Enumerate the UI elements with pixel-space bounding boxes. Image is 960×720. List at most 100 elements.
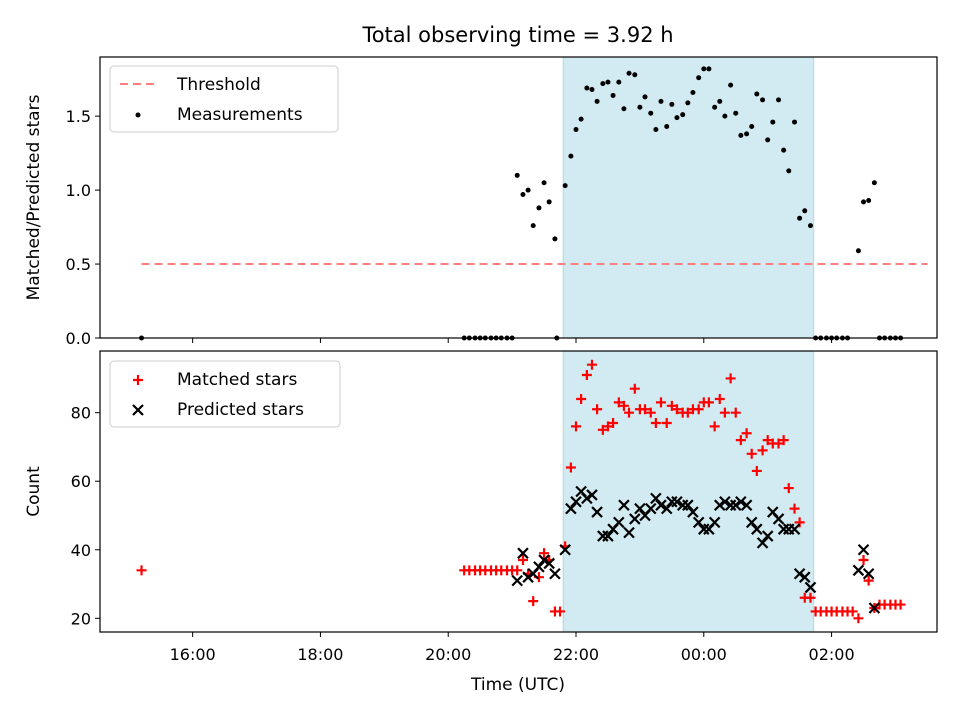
matched-point bbox=[608, 417, 619, 428]
matched-point bbox=[528, 596, 539, 607]
y-tick-label: 0.5 bbox=[66, 255, 91, 274]
measurement-point bbox=[584, 85, 590, 91]
measurement-point bbox=[562, 183, 568, 189]
predicted-point bbox=[708, 516, 721, 529]
measurement-point bbox=[637, 104, 643, 110]
matched-point bbox=[666, 400, 677, 411]
legend-entry: Threshold bbox=[176, 75, 261, 95]
matched-point bbox=[853, 613, 864, 624]
predicted-point bbox=[798, 571, 811, 583]
measurement-point bbox=[616, 79, 622, 85]
y-axis-label: Matched/Predicted stars bbox=[24, 94, 44, 300]
measurement-point bbox=[658, 98, 664, 104]
predicted-point bbox=[543, 557, 555, 570]
measurement-point bbox=[744, 131, 750, 137]
predicted-point bbox=[613, 516, 625, 529]
measurement-point bbox=[786, 168, 792, 174]
predicted-point bbox=[852, 564, 865, 577]
predicted-point bbox=[772, 513, 785, 525]
measurement-point bbox=[701, 66, 707, 72]
matched-point bbox=[794, 517, 805, 528]
matched-point bbox=[709, 421, 720, 432]
matched-point bbox=[592, 404, 603, 415]
matched-point bbox=[847, 606, 858, 617]
matched-point bbox=[762, 435, 773, 446]
y-tick-label: 1.5 bbox=[66, 107, 91, 126]
y-tick-label: 0.0 bbox=[66, 329, 91, 348]
measurement-point bbox=[770, 119, 776, 125]
matched-point bbox=[581, 369, 592, 380]
matched-point bbox=[773, 438, 784, 449]
measurement-point bbox=[685, 100, 691, 106]
predicted-point bbox=[761, 530, 774, 542]
matched-point bbox=[671, 404, 682, 415]
measurement-point bbox=[680, 112, 686, 118]
x-tick-label: 20:00 bbox=[425, 645, 471, 664]
measurement-point bbox=[760, 97, 766, 103]
matched-point bbox=[751, 465, 762, 476]
measurement-point bbox=[578, 116, 584, 122]
predicted-point bbox=[868, 602, 881, 614]
measurement-point bbox=[530, 223, 536, 229]
x-tick-label: 18:00 bbox=[297, 645, 343, 664]
predicted-point bbox=[581, 492, 593, 505]
matched-point bbox=[517, 555, 528, 566]
matched-point bbox=[629, 383, 640, 394]
measurement-point bbox=[600, 81, 606, 87]
legend-marker bbox=[133, 375, 143, 385]
predicted-point bbox=[735, 496, 747, 508]
predicted-point bbox=[682, 499, 694, 511]
measurement-point bbox=[866, 197, 872, 203]
predicted-point bbox=[570, 496, 582, 508]
predicted-point bbox=[719, 496, 731, 508]
shaded-interval bbox=[562, 350, 815, 633]
y-tick-label: 1.0 bbox=[66, 181, 91, 200]
measurement-point bbox=[728, 82, 734, 88]
measurement-point bbox=[669, 101, 675, 107]
matched-point bbox=[858, 555, 869, 566]
predicted-point bbox=[565, 502, 577, 515]
predicted-point bbox=[751, 523, 763, 535]
predicted-point bbox=[623, 526, 635, 539]
measurement-point bbox=[653, 126, 659, 132]
predicted-point bbox=[634, 502, 646, 515]
predicted-point bbox=[756, 537, 769, 549]
predicted-point bbox=[729, 499, 742, 511]
x-tick-label: 16:00 bbox=[170, 645, 216, 664]
predicted-point bbox=[713, 499, 726, 511]
predicted-point bbox=[517, 547, 529, 559]
x-tick-label: 02:00 bbox=[809, 645, 855, 664]
matched-point bbox=[597, 424, 608, 435]
predicted-point bbox=[660, 502, 673, 515]
measurement-point bbox=[642, 94, 648, 100]
y-tick-label: 60 bbox=[71, 472, 91, 491]
measurement-point bbox=[573, 126, 579, 132]
predicted-point bbox=[549, 567, 561, 580]
predicted-point bbox=[745, 516, 758, 529]
measurement-point bbox=[626, 70, 632, 76]
shaded-interval bbox=[562, 56, 815, 339]
matched-point bbox=[805, 592, 816, 603]
measurement-point bbox=[536, 205, 542, 211]
matched-point bbox=[624, 407, 635, 418]
measurement-point bbox=[807, 223, 813, 229]
measurement-point bbox=[674, 115, 680, 121]
measurement-point bbox=[733, 110, 739, 116]
x-tick-label: 22:00 bbox=[553, 645, 599, 664]
matched-point bbox=[661, 417, 672, 428]
x-tick-label: 00:00 bbox=[681, 645, 727, 664]
matched-point bbox=[512, 565, 523, 576]
matched-point bbox=[136, 565, 147, 576]
measurement-point bbox=[861, 199, 867, 205]
legend-entry: Predicted stars bbox=[177, 400, 304, 420]
measurement-point bbox=[781, 147, 787, 153]
measurement-point bbox=[648, 110, 654, 116]
matched-point bbox=[730, 407, 741, 418]
matched-point bbox=[640, 404, 651, 415]
ratio-panel: 0.0 0.5 1.0 1.5 Matched/Predicted stars Thres… bbox=[24, 56, 938, 348]
predicted-point bbox=[650, 492, 662, 505]
measurement-point bbox=[706, 66, 712, 72]
matched-point bbox=[571, 421, 582, 432]
y-tick-label: 20 bbox=[71, 609, 91, 628]
measurement-point bbox=[717, 98, 723, 104]
